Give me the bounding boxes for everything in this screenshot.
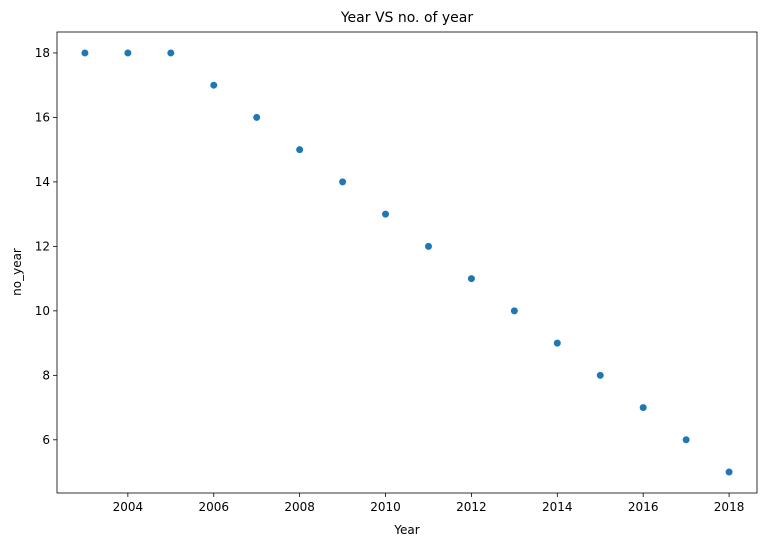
x-tick-label: 2018 <box>714 500 745 514</box>
plot-frame <box>56 31 758 494</box>
data-point <box>80 48 90 58</box>
data-point <box>724 467 734 477</box>
data-point <box>338 177 347 187</box>
data-point <box>252 113 261 122</box>
y-axis-label: no_year <box>10 248 24 296</box>
tick-marks: 2004 2006 2008 2010 2012 2014 2016 2018 6 8 10 12 14… <box>35 46 745 514</box>
chart-title: Year VS no. of year <box>340 10 474 26</box>
x-tick-label: 2012 <box>456 500 487 514</box>
y-tick-label: 16 <box>35 110 50 124</box>
axes <box>56 31 758 494</box>
data-points <box>80 48 734 477</box>
data-point <box>209 81 218 90</box>
y-tick-label: 6 <box>42 433 50 447</box>
y-tick-label: 10 <box>35 304 50 318</box>
data-point <box>510 306 519 315</box>
y-tick-label: 8 <box>42 368 50 382</box>
data-point <box>467 274 476 283</box>
x-tick-label: 2006 <box>198 500 229 514</box>
data-point <box>166 48 175 58</box>
x-tick-label: 2008 <box>284 500 315 514</box>
y-tick-label: 14 <box>35 175 50 189</box>
data-point <box>682 435 691 444</box>
x-tick-label: 2004 <box>113 500 144 514</box>
data-point <box>639 403 648 412</box>
data-point <box>381 210 390 219</box>
data-point <box>295 145 304 154</box>
data-point <box>123 48 132 58</box>
x-axis-label: Year <box>393 523 419 537</box>
y-tick-label: 12 <box>35 239 50 253</box>
x-tick-label: 2010 <box>370 500 401 514</box>
data-point <box>553 338 562 348</box>
x-tick-label: 2014 <box>542 500 573 514</box>
data-point <box>596 371 605 380</box>
y-tick-label: 18 <box>35 46 50 60</box>
x-tick-label: 2016 <box>628 500 659 514</box>
data-point <box>424 242 433 251</box>
